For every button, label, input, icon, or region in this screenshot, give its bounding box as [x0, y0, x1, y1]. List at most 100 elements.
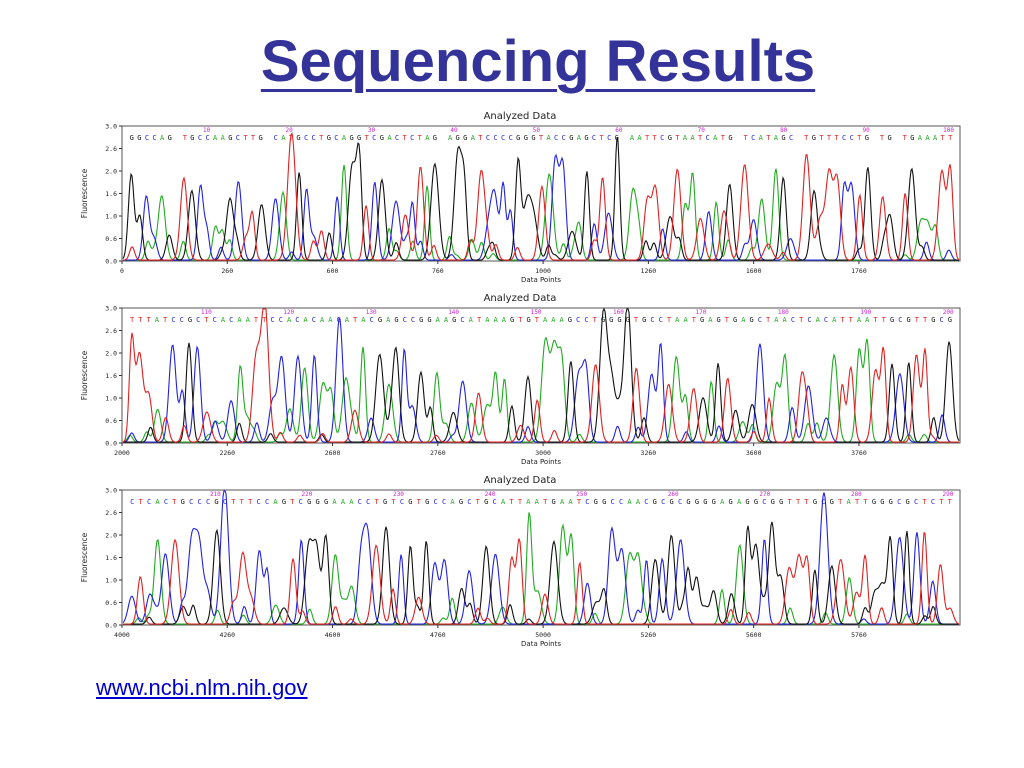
- base-call: G: [433, 134, 437, 142]
- x-tick-label: 1760: [851, 267, 867, 275]
- y-axis-label: Fluorescence: [80, 532, 89, 582]
- base-call: G: [626, 316, 630, 324]
- base-call: G: [745, 498, 749, 506]
- base-call: T: [923, 316, 928, 324]
- base-call: C: [236, 134, 240, 142]
- base-call: G: [408, 498, 412, 506]
- base-call: C: [434, 498, 438, 506]
- base-call: T: [254, 316, 259, 324]
- base-call: T: [240, 498, 245, 506]
- chromatogram-3: Analyzed Data 0.0 0.6 1.0 1.6 2.0 2.6 3.0 Fluore…: [80, 475, 961, 648]
- y-tick-label: 0.6: [105, 599, 117, 607]
- base-call: A: [332, 498, 337, 506]
- base-call: G: [716, 316, 720, 324]
- base-call: T: [251, 134, 256, 142]
- base-call: C: [147, 498, 151, 506]
- base-call: C: [607, 134, 611, 142]
- base-call: T: [804, 498, 809, 506]
- base-call: G: [889, 498, 893, 506]
- base-call: C: [850, 134, 854, 142]
- chromatogram-panel-3: Analyzed Data 0.0 0.6 1.0 1.6 2.0 2.6 3.0 Fluore…: [70, 472, 970, 657]
- base-call: T: [882, 316, 887, 324]
- x-axis-label: Data Points: [521, 458, 561, 466]
- base-call: G: [910, 134, 914, 142]
- x-tick-label: 760: [432, 267, 444, 275]
- x-tick-label: 3760: [851, 449, 867, 457]
- position-label: 240: [485, 491, 496, 498]
- base-call: A: [450, 498, 455, 506]
- base-call: A: [847, 498, 852, 506]
- base-call: G: [594, 498, 598, 506]
- base-call: C: [299, 498, 303, 506]
- position-label: 60: [615, 127, 623, 134]
- x-tick-label: 2000: [114, 449, 130, 457]
- base-call: C: [758, 316, 762, 324]
- base-call: C: [130, 498, 134, 506]
- base-call: T: [941, 134, 946, 142]
- base-call: G: [750, 316, 754, 324]
- base-call: C: [678, 498, 682, 506]
- trace-T: [123, 531, 960, 625]
- position-label: 200: [943, 309, 954, 316]
- position-label: 90: [863, 127, 871, 134]
- base-call: A: [918, 134, 923, 142]
- base-call: A: [387, 134, 392, 142]
- base-call: T: [138, 316, 143, 324]
- base-call: A: [627, 498, 632, 506]
- base-call: C: [706, 134, 710, 142]
- base-call: T: [796, 498, 801, 506]
- base-call: C: [171, 316, 175, 324]
- base-call: A: [551, 316, 556, 324]
- base-call: C: [372, 134, 376, 142]
- base-call: C: [493, 134, 497, 142]
- slide-title: Sequencing Results: [260, 29, 816, 94]
- base-call: C: [898, 316, 902, 324]
- base-call: C: [659, 316, 663, 324]
- base-call: G: [670, 498, 674, 506]
- base-call: G: [380, 134, 384, 142]
- x-tick-label: 4000: [114, 631, 130, 639]
- chart-title: Analyzed Data: [484, 475, 557, 486]
- source-link[interactable]: www.ncbi.nlm.nih.gov: [96, 675, 308, 700]
- base-call: G: [779, 498, 783, 506]
- base-call: T: [948, 498, 953, 506]
- position-label: 250: [576, 491, 587, 498]
- base-call: G: [214, 498, 218, 506]
- base-call: A: [386, 316, 391, 324]
- x-tick-label: 0: [120, 267, 124, 275]
- base-call: T: [183, 134, 188, 142]
- base-call: T: [939, 498, 944, 506]
- base-call: T: [417, 498, 422, 506]
- base-call: G: [812, 134, 816, 142]
- base-call: G: [830, 498, 834, 506]
- base-call: C: [145, 134, 149, 142]
- base-call: C: [611, 498, 615, 506]
- x-tick-label: 5760: [851, 631, 867, 639]
- base-call: A: [342, 134, 347, 142]
- y-tick-label: 0.0: [105, 258, 117, 266]
- base-call: G: [695, 498, 699, 506]
- base-call: A: [535, 498, 540, 506]
- base-call: C: [229, 316, 233, 324]
- position-label: 120: [283, 309, 294, 316]
- base-call: T: [262, 316, 267, 324]
- base-call: A: [501, 498, 506, 506]
- base-call: C: [274, 134, 278, 142]
- base-call: C: [931, 498, 935, 506]
- position-label: 40: [450, 127, 458, 134]
- base-call: C: [312, 134, 316, 142]
- y-axis-label: Fluorescence: [80, 168, 89, 218]
- position-label: 290: [943, 491, 954, 498]
- base-call: G: [259, 134, 263, 142]
- base-call: A: [683, 316, 688, 324]
- base-call: G: [906, 498, 910, 506]
- base-call: G: [642, 316, 646, 324]
- base-call: A: [436, 316, 441, 324]
- base-call: C: [501, 134, 505, 142]
- base-call: C: [265, 498, 269, 506]
- base-call: A: [925, 134, 930, 142]
- position-label: 220: [302, 491, 313, 498]
- position-label: 110: [201, 309, 212, 316]
- base-call: T: [915, 316, 920, 324]
- base-call: T: [838, 498, 843, 506]
